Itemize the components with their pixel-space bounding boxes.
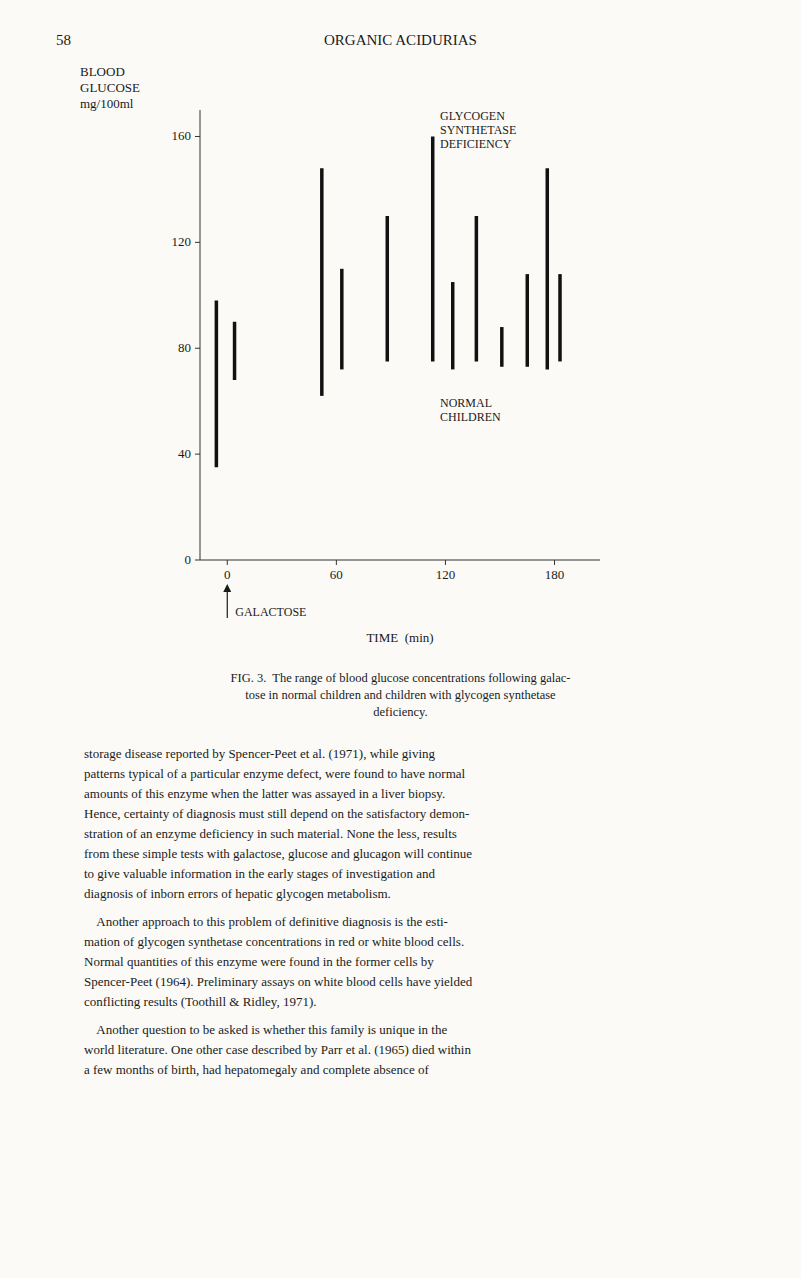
- body-text: conflicting results (Toothill & Ridley, …: [84, 994, 317, 1009]
- range-bar: [558, 274, 562, 361]
- y-tick: [195, 136, 200, 137]
- header: ORGANIC ACIDURIAS: [324, 32, 477, 48]
- x-tick-label: 0: [224, 567, 231, 582]
- x-tick-label: 60: [330, 567, 343, 582]
- annotation-text: GALACTOSE: [235, 605, 306, 619]
- x-tick: [445, 560, 446, 565]
- series-label: SYNTHETASE: [440, 123, 516, 137]
- caption: tose in normal children and children wit…: [245, 688, 556, 702]
- range-bar: [500, 327, 504, 367]
- range-bar: [526, 274, 530, 367]
- y-tick-label: 120: [172, 234, 192, 249]
- y-axis-label: GLUCOSE: [80, 80, 140, 95]
- x-axis-label: TIME (min): [366, 630, 433, 645]
- body-text: a few months of birth, had hepatomegaly …: [84, 1062, 429, 1077]
- body-text: world literature. One other case describ…: [84, 1042, 471, 1057]
- y-tick: [195, 454, 200, 455]
- x-tick-label: 180: [545, 567, 565, 582]
- body-text: Spencer-Peet (1964). Preliminary assays …: [84, 974, 473, 989]
- y-tick: [195, 242, 200, 243]
- body-text: mation of glycogen synthetase concentrat…: [84, 934, 464, 949]
- page-number: 58: [56, 32, 71, 48]
- body-text: diagnosis of inborn errors of hepatic gl…: [84, 886, 391, 901]
- range-bar: [233, 322, 237, 380]
- series-label: NORMAL: [440, 396, 492, 410]
- body-text: patterns typical of a particular enzyme …: [84, 766, 466, 781]
- x-tick: [554, 560, 555, 565]
- x-axis-line: [200, 560, 600, 561]
- x-tick: [227, 560, 228, 565]
- y-tick-label: 160: [172, 128, 192, 143]
- body-text: Another approach to this problem of defi…: [84, 914, 448, 929]
- body-text: Another question to be asked is whether …: [84, 1022, 447, 1037]
- annotation-arrow: [227, 588, 228, 618]
- page: 58 ORGANIC ACIDURIAS 0 40 80 120 160 0 60 120 180 B…: [0, 0, 801, 1278]
- body-text: storage disease reported by Spencer-Peet…: [84, 746, 435, 761]
- body-text: from these simple tests with galactose, …: [84, 846, 472, 861]
- series-label: DEFICIENCY: [440, 137, 512, 151]
- range-bar: [451, 282, 455, 369]
- caption: deficiency.: [373, 705, 427, 719]
- range-bar: [386, 216, 390, 362]
- y-axis-line: [200, 110, 201, 560]
- series-label: GLYCOGEN: [440, 109, 505, 123]
- range-bar: [546, 168, 550, 369]
- axes: 0 40 80 120 160 0 60 120 180: [172, 110, 601, 582]
- body-text: Hence, certainty of diagnosis must still…: [84, 806, 469, 821]
- body-text: amounts of this enzyme when the latter w…: [84, 786, 445, 801]
- y-axis-label: BLOOD: [80, 64, 125, 79]
- series: [387, 216, 560, 367]
- x-tick: [336, 560, 337, 565]
- series: [216, 136, 547, 467]
- y-tick-label: 80: [178, 340, 191, 355]
- body-text: to give valuable information in the earl…: [84, 866, 435, 881]
- y-tick-label: 0: [185, 552, 192, 567]
- range-bar: [215, 301, 219, 468]
- plot-marks: [216, 136, 560, 467]
- y-tick: [195, 348, 200, 349]
- body-text: Normal quantities of this enzyme were fo…: [84, 954, 434, 969]
- x-tick-label: 120: [436, 567, 456, 582]
- y-axis-label: mg/100ml: [80, 96, 134, 111]
- range-bar: [431, 136, 435, 361]
- body-text: stration of an enzyme deficiency in such…: [84, 826, 457, 841]
- range-bar: [320, 168, 324, 396]
- y-tick-label: 40: [178, 446, 191, 461]
- y-tick: [195, 560, 200, 561]
- series-label: CHILDREN: [440, 410, 501, 424]
- range-bar: [475, 216, 479, 362]
- caption: FIG. 3. The range of blood glucose conce…: [231, 671, 571, 685]
- range-bar: [340, 269, 344, 370]
